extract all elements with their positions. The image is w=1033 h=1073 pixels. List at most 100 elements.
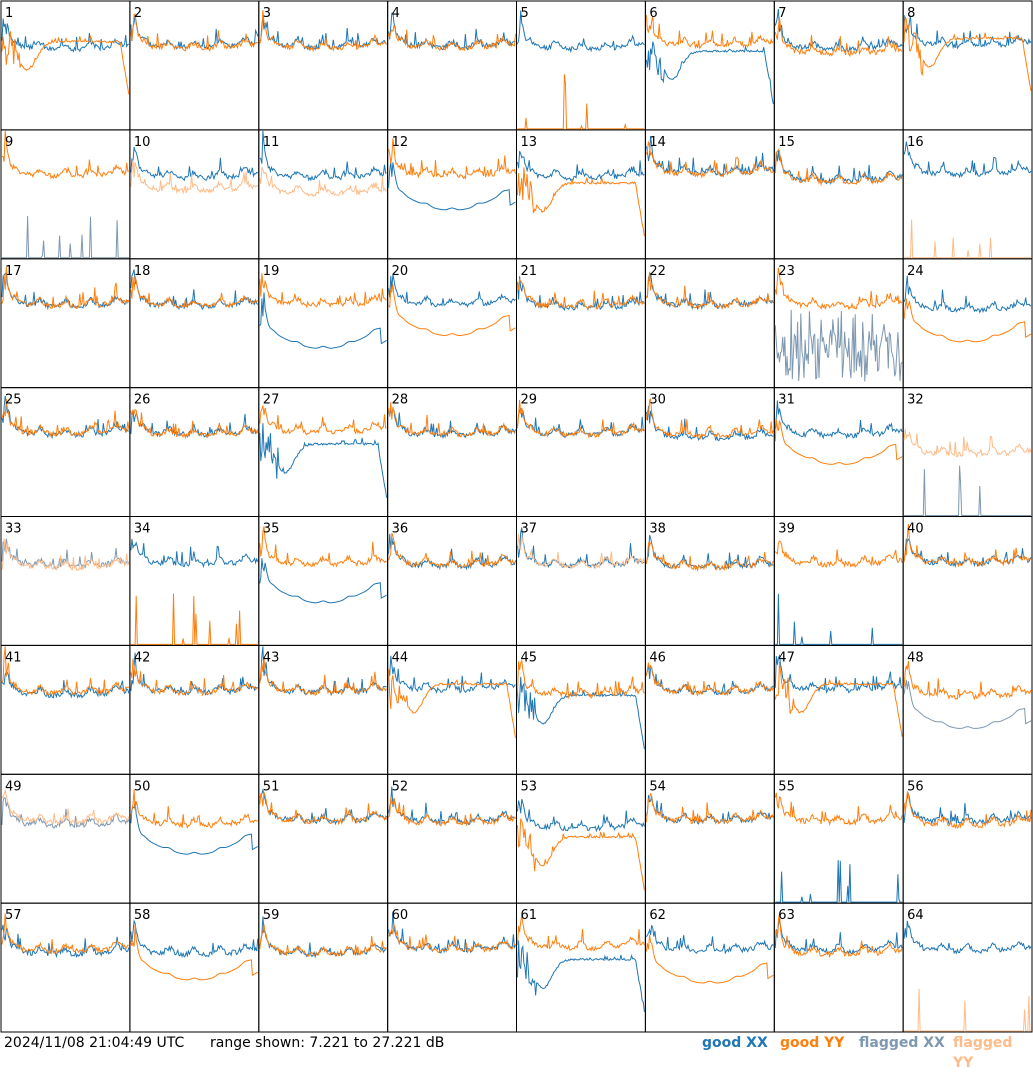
series-good-yy: [774, 540, 903, 568]
panel-label: 26: [134, 393, 151, 408]
panel-label: 46: [649, 650, 666, 665]
series-good-yy: [130, 658, 259, 697]
series-good-xx: [130, 919, 259, 958]
panel-13: 13: [516, 129, 646, 260]
series-flagged-yy: [259, 166, 387, 198]
panel-label: 9: [5, 135, 13, 150]
series-good-xx: [130, 146, 259, 182]
panel-15: 15: [773, 129, 904, 260]
series-good-yy: [259, 924, 388, 958]
legend-flagged-yy: flagged YY: [953, 1035, 1013, 1071]
panel-label: 56: [907, 779, 924, 794]
panel-36: 36: [387, 516, 517, 646]
panel-label: 43: [263, 650, 280, 665]
panel-frame: [773, 0, 904, 131]
series-good-xx: [903, 538, 1032, 568]
panel-2: 2: [129, 0, 260, 131]
panel-label: 32: [907, 393, 924, 408]
panel-label: 36: [392, 522, 409, 537]
panel-label: 12: [392, 135, 409, 150]
series-good-yy: [130, 275, 259, 310]
series-good-yy: [517, 399, 645, 439]
panel-label: 61: [521, 908, 538, 923]
panel-57: 57: [0, 902, 131, 1033]
panel-16: 16: [902, 129, 1033, 260]
series-good-yy: [1, 913, 129, 956]
panel-25: 25: [0, 387, 131, 517]
series-good-yy: [903, 16, 1032, 91]
panel-22: 22: [644, 258, 775, 389]
series-good-yy: [130, 408, 259, 440]
range-readout: range shown: 7.221 to 27.221 dB: [210, 1035, 445, 1051]
series-good-xx: [259, 130, 387, 182]
series-good-yy: [388, 668, 516, 739]
panel-10: 10: [129, 129, 260, 260]
panel-label: 53: [521, 779, 538, 794]
panel-frame: [387, 0, 517, 131]
panel-label: 63: [778, 908, 795, 923]
panel-49: 49: [0, 773, 131, 904]
panel-33: 33: [0, 516, 131, 646]
panel-label: 14: [649, 135, 666, 150]
panel-48: 48: [902, 644, 1033, 775]
panel-11: 11: [258, 129, 389, 260]
series-flagged-yy: [903, 429, 1032, 459]
panel-label: 23: [778, 264, 795, 279]
series-flagged-xx: [774, 309, 903, 382]
panel-label: 55: [778, 779, 795, 794]
panel-label: 39: [778, 522, 795, 537]
panel-label: 8: [907, 6, 915, 21]
series-flagged-yy: [904, 988, 1031, 1032]
panel-label: 25: [5, 393, 22, 408]
series-good-yy: [645, 141, 774, 179]
panel-43: 43: [258, 644, 389, 775]
panel-label: 48: [907, 650, 924, 665]
panel-frame: [516, 0, 646, 131]
panel-27: 27: [258, 387, 389, 517]
panel-label: 18: [134, 264, 151, 279]
series-good-xx: [774, 8, 903, 53]
series-good-xx: [259, 423, 388, 498]
panel-24: 24: [902, 258, 1033, 389]
series-good-xx: [388, 786, 516, 826]
series-flagged-yy: [1, 788, 130, 826]
panel-label: 24: [907, 264, 924, 279]
panel-31: 31: [773, 387, 904, 517]
series-good-xx: [774, 918, 903, 955]
series-good-yy: [774, 913, 903, 959]
series-good-xx: [903, 791, 1032, 826]
panel-14: 14: [644, 129, 775, 260]
panel-37: 37: [516, 516, 646, 646]
panel-21: 21: [516, 258, 646, 389]
panel-59: 59: [258, 902, 389, 1033]
panel-label: 35: [263, 522, 280, 537]
panel-26: 26: [129, 387, 260, 517]
series-good-yy: [517, 659, 645, 700]
panel-39: 39: [773, 516, 904, 646]
panel-label: 17: [5, 264, 22, 279]
series-good-xx: [130, 801, 259, 855]
series-good-xx: [775, 860, 903, 903]
timestamp: 2024/11/08 21:04:49 UTC: [4, 1035, 185, 1051]
panel-44: 44: [387, 644, 517, 775]
panel-label: 58: [134, 908, 151, 923]
series-good-yy: [130, 789, 258, 829]
panel-label: 51: [263, 779, 280, 794]
series-good-yy: [259, 526, 387, 568]
panel-frame: [258, 0, 389, 131]
series-good-xx: [903, 141, 1032, 179]
series-good-yy: [645, 541, 774, 572]
panel-label: 60: [392, 908, 409, 923]
series-good-yy: [388, 924, 516, 954]
series-good-yy: [388, 532, 516, 570]
panel-28: 28: [387, 387, 517, 517]
panel-19: 19: [258, 258, 389, 389]
series-good-yy: [130, 593, 258, 645]
series-good-xx: [130, 409, 258, 438]
panel-label: 6: [649, 6, 657, 21]
panel-label: 3: [263, 6, 271, 21]
series-good-yy: [388, 284, 516, 336]
series-good-xx: [645, 795, 774, 825]
series-good-xx: [645, 41, 774, 104]
